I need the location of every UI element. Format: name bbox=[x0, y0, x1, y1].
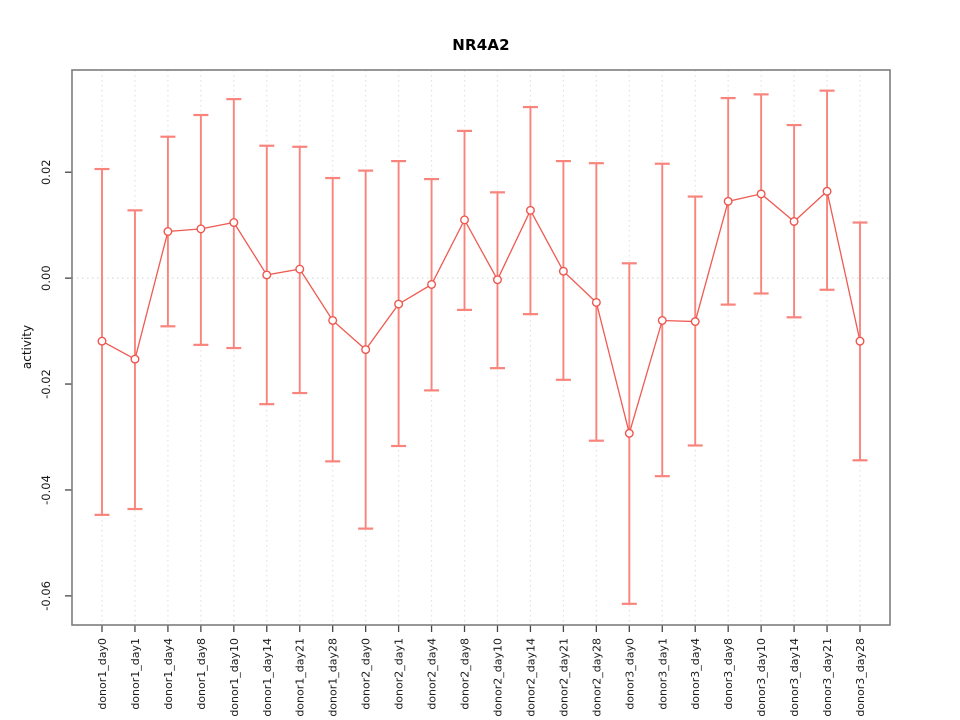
data-point bbox=[624, 428, 634, 438]
data-point bbox=[591, 297, 601, 307]
y-tick-label: -0.02 bbox=[39, 369, 53, 399]
x-tick-label: donor2_day21 bbox=[557, 638, 570, 717]
x-tick-label: donor3_day10 bbox=[755, 638, 768, 717]
data-point bbox=[229, 218, 239, 228]
x-tick-label: donor2_day0 bbox=[360, 638, 373, 710]
x-tick-label: donor1_day28 bbox=[327, 638, 340, 717]
data-point bbox=[295, 264, 305, 274]
x-tick-label: donor3_day14 bbox=[788, 638, 801, 717]
data-point bbox=[492, 275, 502, 285]
data-point bbox=[525, 205, 535, 215]
data-point bbox=[756, 189, 766, 199]
x-tick-label: donor2_day28 bbox=[590, 638, 603, 717]
series-line bbox=[101, 190, 861, 436]
data-point bbox=[789, 216, 799, 226]
x-tick-label: donor2_day10 bbox=[491, 638, 504, 717]
data-point bbox=[460, 215, 470, 225]
x-tick-label: donor3_day28 bbox=[854, 638, 867, 717]
data-point bbox=[427, 279, 437, 289]
x-tick-label: donor3_day21 bbox=[821, 638, 834, 717]
x-tick-label: donor1_day21 bbox=[294, 638, 307, 717]
x-tick-label: donor1_day0 bbox=[96, 638, 109, 710]
data-point bbox=[558, 266, 568, 276]
data-point bbox=[723, 196, 733, 206]
x-tick-label: donor2_day4 bbox=[426, 638, 439, 710]
y-tick-label: 0.00 bbox=[39, 265, 53, 291]
x-tick-label: donor2_day1 bbox=[393, 638, 406, 710]
data-point bbox=[262, 270, 272, 280]
data-point bbox=[328, 315, 338, 325]
x-tick-label: donor2_day14 bbox=[524, 638, 537, 717]
x-tick-label: donor1_day4 bbox=[162, 638, 175, 710]
data-point bbox=[394, 299, 404, 309]
x-tick-label: donor1_day1 bbox=[129, 638, 142, 710]
chart-title: NR4A2 bbox=[452, 36, 510, 54]
x-tick-label: donor1_day10 bbox=[228, 638, 241, 717]
data-point bbox=[822, 186, 832, 196]
data-point bbox=[97, 336, 107, 346]
x-tick-label: donor3_day0 bbox=[623, 638, 636, 710]
y-tick-label: -0.06 bbox=[39, 581, 53, 611]
y-axis-label: activity bbox=[20, 324, 34, 370]
x-tick-label: donor1_day8 bbox=[195, 638, 208, 710]
data-point bbox=[361, 345, 371, 355]
x-tick-label: donor1_day14 bbox=[261, 638, 274, 717]
x-tick-label: donor3_day4 bbox=[689, 638, 702, 710]
y-tick-label: -0.04 bbox=[39, 475, 53, 505]
data-point bbox=[163, 227, 173, 237]
data-point bbox=[690, 317, 700, 327]
x-tick-label: donor3_day1 bbox=[656, 638, 669, 710]
x-tick-label: donor2_day8 bbox=[459, 638, 472, 710]
x-tick-label: donor3_day8 bbox=[722, 638, 735, 710]
data-point bbox=[130, 354, 140, 364]
y-tick-label: 0.02 bbox=[39, 159, 53, 185]
plot-border bbox=[71, 69, 891, 626]
data-point bbox=[855, 336, 865, 346]
data-point bbox=[657, 315, 667, 325]
data-point bbox=[196, 224, 206, 234]
